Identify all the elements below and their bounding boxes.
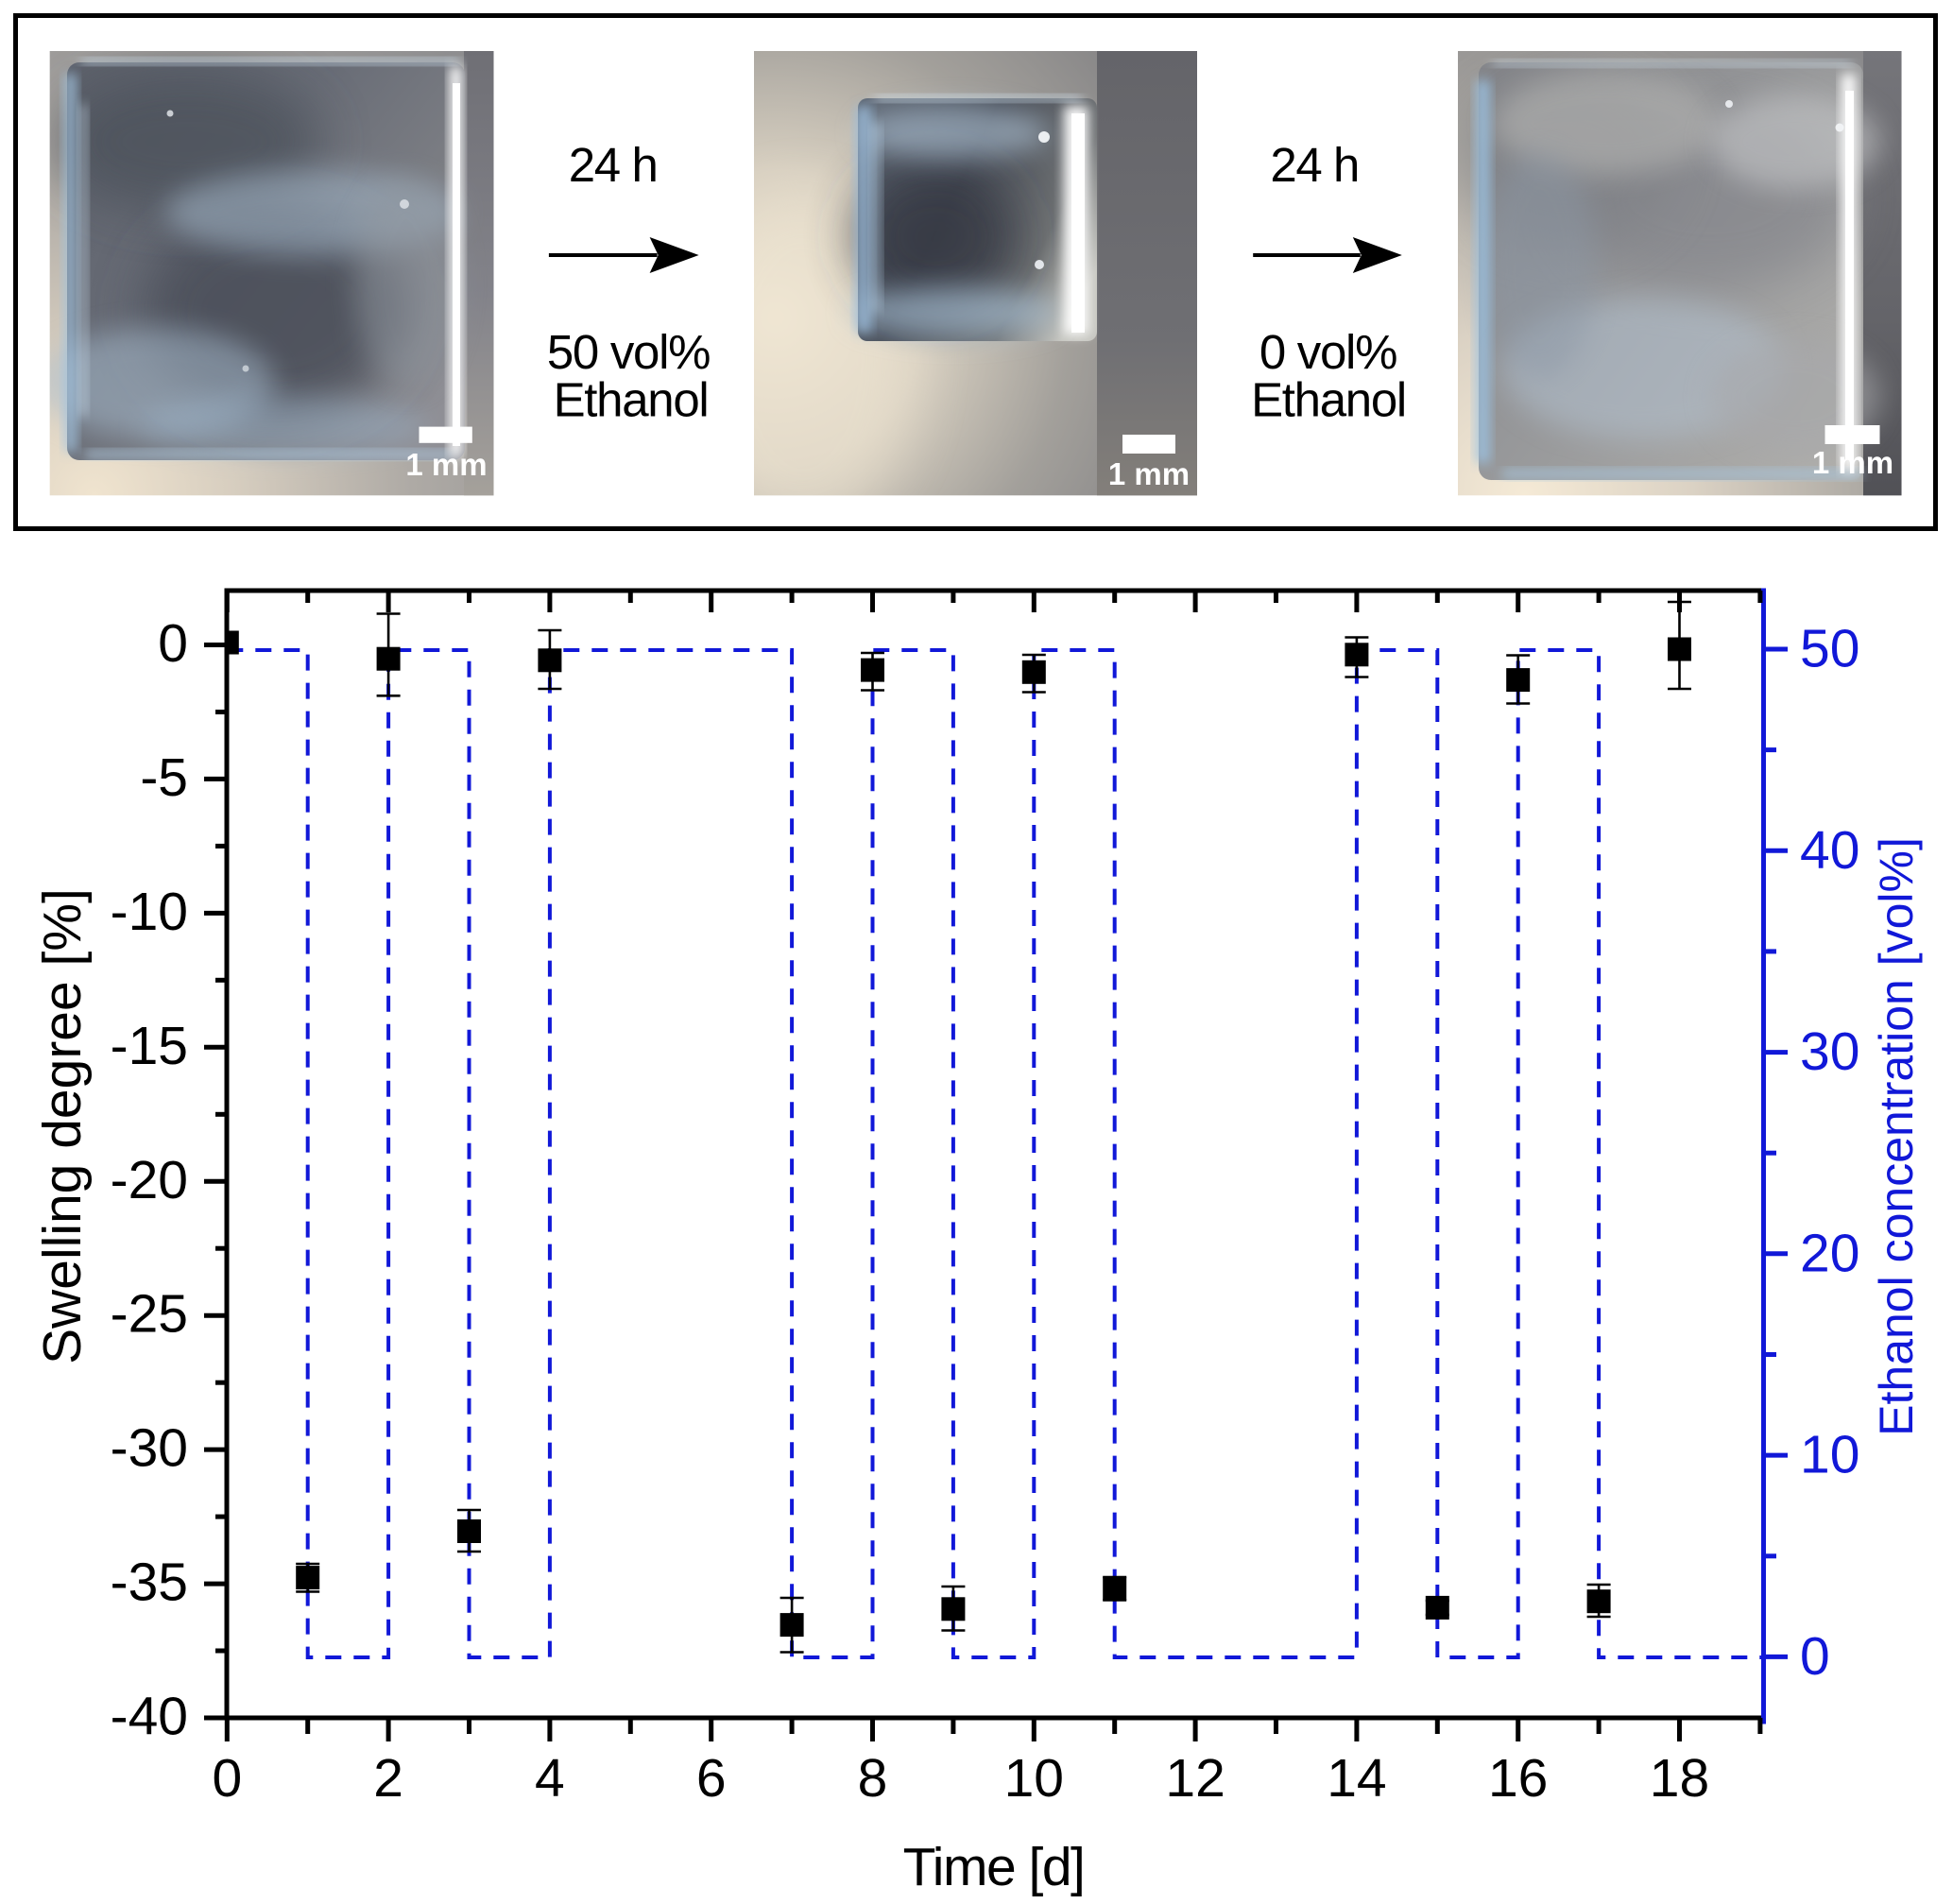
svg-text:Ethanol: Ethanol [1251,373,1406,427]
svg-text:8: 8 [858,1748,888,1809]
svg-text:-20: -20 [111,1150,188,1210]
svg-text:0: 0 [1800,1626,1830,1687]
svg-text:0: 0 [212,1748,242,1809]
svg-text:1 mm: 1 mm [1812,445,1893,480]
svg-text:Time [d]: Time [d] [903,1837,1085,1897]
svg-text:20: 20 [1800,1223,1859,1283]
svg-text:6: 6 [696,1748,727,1809]
svg-text:12: 12 [1165,1748,1225,1809]
svg-text:4: 4 [535,1748,565,1809]
svg-text:16: 16 [1488,1748,1548,1809]
svg-text:50 vol%: 50 vol% [547,325,710,379]
svg-text:18: 18 [1650,1748,1709,1809]
svg-text:-40: -40 [111,1687,188,1747]
svg-text:40: 40 [1800,820,1859,881]
svg-text:1 mm: 1 mm [405,447,487,482]
svg-text:1 mm: 1 mm [1108,456,1190,491]
svg-text:-5: -5 [140,747,188,808]
svg-text:30: 30 [1800,1021,1859,1082]
svg-text:0 vol%: 0 vol% [1259,325,1396,379]
svg-text:-30: -30 [111,1418,188,1479]
svg-text:Ethanol: Ethanol [554,373,709,427]
svg-text:-15: -15 [111,1016,188,1076]
svg-text:50: 50 [1800,619,1859,679]
svg-text:24 h: 24 h [569,138,658,192]
svg-text:10: 10 [1004,1748,1064,1809]
svg-text:-25: -25 [111,1284,188,1345]
svg-text:0: 0 [158,613,188,674]
svg-text:10: 10 [1800,1425,1859,1485]
svg-text:14: 14 [1327,1748,1386,1809]
svg-text:2: 2 [373,1748,403,1809]
svg-text:Swelling degree [%]: Swelling degree [%] [32,888,93,1364]
svg-text:24 h: 24 h [1270,138,1359,192]
svg-text:-35: -35 [111,1552,188,1613]
svg-text:-10: -10 [111,882,188,942]
svg-text:Ethanol concentration [vol%]: Ethanol concentration [vol%] [1870,837,1923,1436]
